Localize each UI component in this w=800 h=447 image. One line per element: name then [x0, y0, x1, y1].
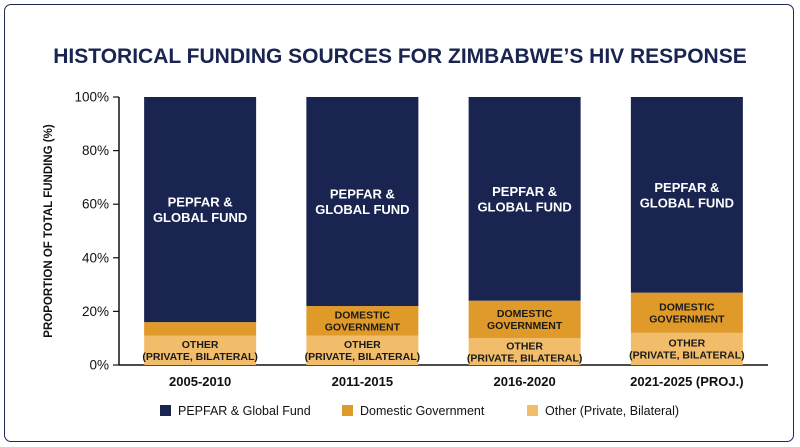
- bar-segment-other-private-bilateral: [630, 332, 743, 365]
- data-label: (PRIVATE, BILATERAL): [305, 351, 421, 363]
- y-tick-label: 0%: [89, 358, 109, 373]
- legend-label: Domestic Government: [360, 404, 485, 418]
- bars: OTHER(PRIVATE, BILATERAL)PEPFAR &GLOBAL …: [142, 97, 745, 365]
- data-label: PEPFAR &: [168, 194, 233, 209]
- bar-segment-other-private-bilateral: [306, 335, 419, 365]
- bar-segment-domestic-government: [630, 292, 743, 333]
- x-tick-label: 2011-2015: [332, 374, 393, 389]
- bar-segment-pepfar-global-fund: [468, 97, 581, 301]
- data-label: DOMESTIC: [497, 308, 553, 320]
- bar-segment-domestic-government: [306, 306, 419, 336]
- data-label: OTHER: [506, 340, 543, 352]
- legend-swatch: [342, 405, 353, 416]
- bar-segment-other-private-bilateral: [468, 338, 581, 365]
- data-label: OTHER: [182, 339, 219, 351]
- y-axis-label: PROPORTION OF TOTAL FUNDING (%): [43, 124, 55, 338]
- y-ticks: 0% 20% 40% 60% 80% 100%: [74, 90, 119, 373]
- data-label: GLOBAL FUND: [153, 210, 247, 225]
- chart-title: HISTORICAL FUNDING SOURCES FOR ZIMBABWE’…: [53, 45, 746, 68]
- y-tick-label: 80%: [82, 143, 109, 158]
- data-label: PEPFAR &: [654, 180, 719, 195]
- data-label: GLOBAL FUND: [477, 199, 571, 214]
- y-tick-label: 20%: [82, 304, 109, 319]
- legend-swatch: [160, 405, 171, 416]
- data-label: DOMESTIC: [659, 302, 715, 314]
- x-tick-label: 2021-2025 (PROJ.): [630, 374, 743, 389]
- legend-swatch: [527, 405, 538, 416]
- data-label: GOVERNMENT: [487, 320, 563, 332]
- data-label: (PRIVATE, BILATERAL): [629, 350, 745, 362]
- y-tick-label: 40%: [82, 250, 109, 265]
- data-label: GLOBAL FUND: [640, 195, 734, 210]
- data-label: (PRIVATE, BILATERAL): [467, 352, 583, 364]
- bar-segment-domestic-government: [144, 322, 257, 336]
- legend-label: PEPFAR & Global Fund: [178, 404, 311, 418]
- bar-segment-domestic-government: [468, 300, 581, 339]
- bar-segment-pepfar-global-fund: [144, 97, 257, 323]
- x-tick-label: 2005-2010: [169, 374, 231, 389]
- data-label: PEPFAR &: [492, 184, 557, 199]
- x-tick-labels: 2005-2010 2011-2015 2016-2020 2021-2025 (PR…: [169, 374, 744, 389]
- data-label: GOVERNMENT: [649, 314, 725, 326]
- data-label: OTHER: [344, 339, 381, 351]
- data-label: (PRIVATE, BILATERAL): [142, 351, 258, 363]
- legend: PEPFAR & Global Fund Domestic Government O…: [160, 404, 679, 418]
- data-label: GLOBAL FUND: [315, 202, 409, 217]
- bar-segment-pepfar-global-fund: [630, 97, 743, 293]
- y-tick-label: 60%: [82, 197, 109, 212]
- data-label: PEPFAR &: [330, 186, 395, 201]
- bar-segment-other-private-bilateral: [144, 335, 257, 365]
- x-tick-label: 2016-2020: [494, 374, 556, 389]
- bar-segment-pepfar-global-fund: [306, 97, 419, 307]
- legend-label: Other (Private, Bilateral): [545, 404, 679, 418]
- data-label: DOMESTIC: [335, 310, 391, 322]
- data-label: OTHER: [669, 338, 706, 350]
- y-tick-label: 100%: [74, 90, 109, 105]
- data-label: GOVERNMENT: [325, 322, 401, 334]
